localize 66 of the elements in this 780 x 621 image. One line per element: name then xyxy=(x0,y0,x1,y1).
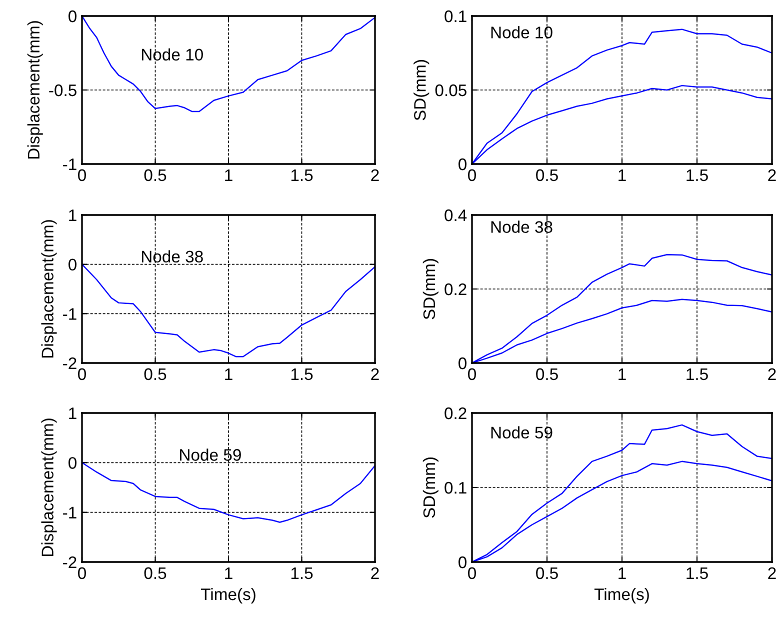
x-tick-label: 1.5 xyxy=(686,368,708,380)
y-tick-label: 0.1 xyxy=(444,10,466,22)
y-axis-title: Displacement(mm) xyxy=(41,220,57,358)
x-tick-label: 2 xyxy=(768,368,776,380)
y-axis-title: SD(mm) xyxy=(422,259,438,320)
y-axis-title: SD(mm) xyxy=(422,458,438,518)
annotation: Node 38 xyxy=(491,220,552,233)
x-tick-label: 0.5 xyxy=(144,368,166,380)
x-tick-label: 1 xyxy=(618,169,626,181)
y-tick-label: 0 xyxy=(68,258,76,271)
x-tick-label: 0.5 xyxy=(536,169,558,182)
y-tick-label: 0.2 xyxy=(444,407,466,420)
x-tick-label: 2 xyxy=(371,368,379,380)
x-tick-label: 0 xyxy=(78,567,86,580)
x-tick-label: 0.5 xyxy=(536,368,558,380)
x-tick-label: 1.5 xyxy=(686,567,708,580)
x-tick-label: 1.5 xyxy=(686,169,708,182)
x-tick-label: 1.5 xyxy=(291,567,313,580)
y-tick-label: 0 xyxy=(458,556,466,568)
annotation: Node 38 xyxy=(142,250,203,263)
x-tick-label: 0.5 xyxy=(536,567,558,580)
x-tick-label: 1 xyxy=(225,567,232,579)
x-axis-title: Time(s) xyxy=(200,588,256,604)
annotation: Node 10 xyxy=(142,48,203,61)
x-tick-label: 0 xyxy=(468,567,476,580)
y-tick-label: 0.4 xyxy=(444,209,467,222)
x-tick-label: 0.5 xyxy=(144,567,166,580)
x-tick-label: 2 xyxy=(768,567,776,579)
x-tick-label: 0 xyxy=(468,169,476,182)
x-tick-label: 1 xyxy=(618,567,626,579)
x-tick-label: 1 xyxy=(225,368,232,380)
y-tick-label: -1 xyxy=(63,158,76,170)
x-tick-label: 1 xyxy=(225,169,232,181)
y-tick-label: -0.5 xyxy=(49,84,76,96)
y-tick-label: -2 xyxy=(63,357,76,370)
y-tick-label: -1 xyxy=(63,308,76,320)
y-axis-title: SD(mm) xyxy=(414,60,430,120)
x-tick-label: 2 xyxy=(371,169,379,181)
x-tick-label: 2 xyxy=(768,169,776,181)
y-tick-label: 0.1 xyxy=(444,482,466,494)
y-axis-title: Displacement(mm) xyxy=(41,418,57,556)
x-tick-label: 2 xyxy=(371,567,379,579)
y-tick-label: 1 xyxy=(69,210,76,222)
y-tick-label: 0.05 xyxy=(435,84,466,96)
y-tick-label: 0 xyxy=(458,357,466,370)
x-tick-label: 1 xyxy=(618,368,626,380)
y-tick-label: 0 xyxy=(68,457,76,469)
y-tick-label: 0 xyxy=(68,10,76,22)
annotation: Node 59 xyxy=(491,426,552,438)
line-series xyxy=(82,462,375,523)
x-tick-label: 0 xyxy=(468,368,476,380)
x-tick-label: 0.5 xyxy=(144,169,166,182)
annotation: Node 10 xyxy=(491,26,552,38)
annotation: Node 59 xyxy=(180,448,241,461)
x-tick-label: 1.5 xyxy=(291,368,313,380)
x-axis-title: Time(s) xyxy=(594,588,649,604)
x-tick-label: 1.5 xyxy=(291,169,313,182)
y-axis-title: Displacement(mm) xyxy=(27,21,43,159)
y-tick-label: 1 xyxy=(69,408,76,420)
line-series xyxy=(82,264,375,358)
y-tick-label: 0 xyxy=(458,158,466,170)
x-tick-label: 0 xyxy=(78,169,86,182)
y-tick-label: 0.2 xyxy=(444,283,466,296)
y-tick-label: -2 xyxy=(63,556,76,568)
x-tick-label: 0 xyxy=(78,368,86,380)
y-tick-label: -1 xyxy=(63,506,76,518)
